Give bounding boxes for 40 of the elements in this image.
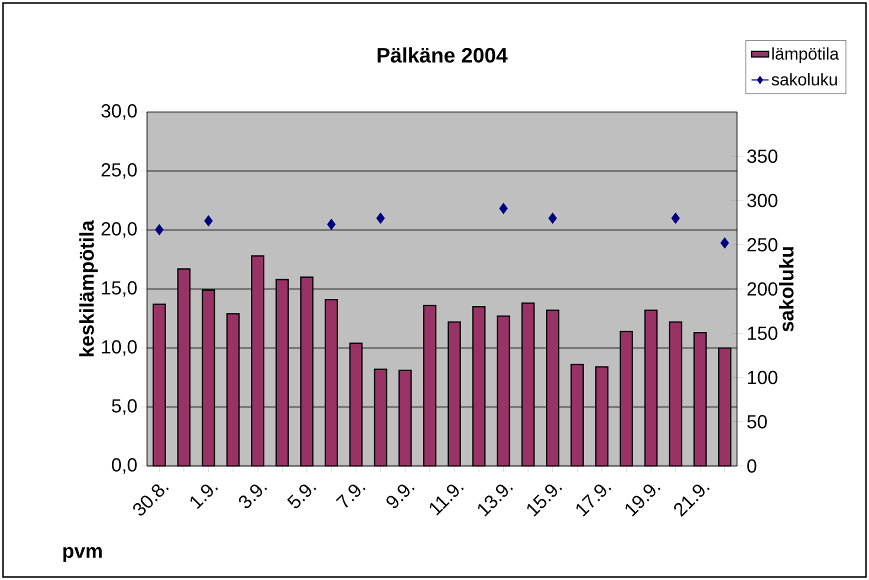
point xyxy=(671,212,680,224)
x-tick-label: 30.8. xyxy=(133,484,169,516)
x-tick-label: 15.9. xyxy=(527,484,562,516)
y-tick-label: 20,0 xyxy=(102,222,137,238)
x-axis-title: pvm xyxy=(63,547,102,562)
y-tick-label: 5,0 xyxy=(112,399,137,415)
x-tick-label: 9.9. xyxy=(386,484,415,508)
point xyxy=(327,218,336,230)
x-tick-label: 19.9. xyxy=(626,484,661,516)
x-tick-label: 5.9. xyxy=(287,484,316,508)
x-tick-label: 17.9. xyxy=(576,484,612,516)
y2-tick-label: 100 xyxy=(748,370,778,384)
y-tick-label: 25,0 xyxy=(102,163,137,179)
y2-tick-label: 200 xyxy=(747,282,778,296)
y-tick-label: 10,0 xyxy=(102,340,137,356)
x-tick-label: 1.9. xyxy=(190,484,218,510)
legend-label: lämpötila xyxy=(772,47,839,64)
y2-tick-label: 350 xyxy=(747,150,778,163)
point xyxy=(154,224,164,236)
chart-title: Pälkäne 2004 xyxy=(378,47,508,63)
y-tick-label: 15,0 xyxy=(102,281,137,297)
x-tick-label: 7.9. xyxy=(336,484,366,508)
y-tick-label: 30,0 xyxy=(101,104,137,120)
y2-tick-label: 150 xyxy=(748,326,778,340)
y2-tick-label: 50 xyxy=(747,415,767,428)
point xyxy=(499,202,508,214)
point xyxy=(376,212,385,224)
point xyxy=(720,237,730,249)
y2-axis-title: sakoluku xyxy=(778,247,794,332)
x-tick-label: 11.9. xyxy=(430,484,464,516)
point xyxy=(204,215,213,227)
legend-label: sakoluku xyxy=(772,73,837,86)
y2-tick-label: 0 xyxy=(747,459,756,473)
y2-tick-label: 300 xyxy=(747,194,778,208)
y-tick-label: 0,0 xyxy=(112,458,137,474)
point xyxy=(548,212,557,224)
y-axis-title: keskilämpötila xyxy=(79,220,98,356)
x-tick-label: 13.9. xyxy=(478,484,514,516)
y2-tick-label: 250 xyxy=(747,238,778,252)
x-tick-label: 3.9. xyxy=(238,484,268,508)
